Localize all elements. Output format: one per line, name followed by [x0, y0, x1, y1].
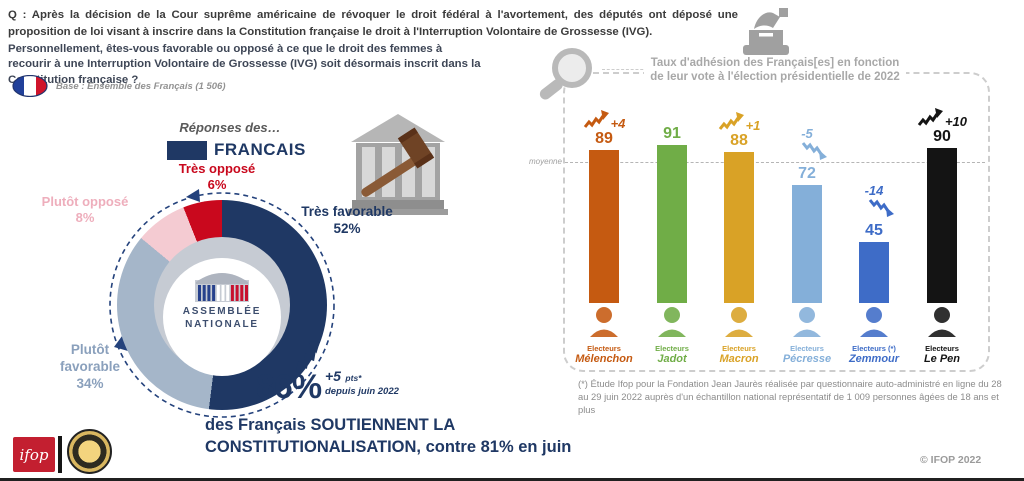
- assemblee-columns-icon: [195, 273, 249, 302]
- legend-group-label: FRANCAIS: [214, 140, 306, 159]
- elector-name: Mélenchon: [575, 353, 633, 365]
- elector-portrait-icon: [860, 307, 888, 337]
- bar: [927, 148, 957, 303]
- donut-dashed-arrow-ring: [109, 189, 335, 418]
- bar-column: +10 90: [900, 107, 984, 303]
- average-label: moyenne: [529, 157, 562, 166]
- elector-name: Jadot: [657, 353, 687, 365]
- bar-trend-annotation: +10: [917, 107, 967, 129]
- magnifier-icon: [539, 48, 592, 100]
- elector-name: Macron: [719, 353, 759, 365]
- bar: [724, 152, 754, 303]
- bar-value-label: 89: [595, 130, 613, 147]
- new-york-badge-logo: [67, 429, 112, 474]
- question-context: Q : Après la décision de la Cour suprême…: [8, 9, 738, 39]
- elector-name: Le Pen: [923, 353, 961, 365]
- trend-up-arrow-icon: [583, 110, 609, 128]
- elector-prefix: Electeurs: [722, 344, 756, 353]
- ballot-box-icon: [743, 8, 789, 55]
- assemblee-nationale-text: ASSEMBLÉE NATIONALE: [182, 306, 262, 330]
- legend-row: FRANCAIS: [167, 140, 306, 160]
- elector-group: Electeurs Jadot: [630, 304, 714, 365]
- bar-trend-annotation: -5: [787, 126, 827, 161]
- dashed-connector: [602, 69, 648, 70]
- bar-column: -5 72: [765, 126, 849, 303]
- elector-prefix: Electeurs: [790, 344, 824, 353]
- bar-column: +1 88: [697, 111, 781, 303]
- bar-value-label: 91: [663, 125, 681, 142]
- legend-swatch: [167, 140, 207, 160]
- elector-portrait-icon: [928, 307, 956, 337]
- elector-group: Electeurs Mélenchon: [562, 304, 646, 365]
- bar-value-label: 72: [798, 165, 816, 182]
- stat-trend-up-arrow-icon: [284, 335, 331, 382]
- ifop-logo: ifop: [13, 437, 55, 472]
- logo-divider: [58, 436, 62, 473]
- segment-label-tres-oppose: Très opposé 6%: [178, 161, 256, 193]
- panel-title-line1: Taux d'adhésion des Français[es] en fonc…: [583, 56, 967, 71]
- legend-intro: Réponses des…: [179, 120, 281, 135]
- segment-label-tres-favorable: Très favorable 52%: [301, 204, 393, 236]
- bar-column: +4 89: [562, 109, 646, 303]
- bottom-border: [0, 478, 1024, 481]
- trend-up-arrow-icon: [718, 112, 744, 130]
- bar: [859, 242, 889, 303]
- copyright: © IFOP 2022: [920, 454, 982, 466]
- elector-portrait-icon: [793, 307, 821, 337]
- footnote: (*) Étude Ifop pour la Fondation Jean Ja…: [578, 378, 1002, 416]
- elector-group: Electeurs Le Pen: [900, 304, 984, 365]
- headline-stat-since: depuis juin 2022: [325, 386, 399, 397]
- bar: [792, 185, 822, 303]
- bar-column: -14 45: [832, 183, 916, 303]
- bar-trend-annotation: +1: [718, 111, 760, 133]
- trend-down-arrow-icon: [801, 142, 827, 160]
- bar-value-label: 88: [730, 132, 748, 149]
- elector-prefix: Electeurs: [925, 344, 959, 353]
- elector-portrait-icon: [725, 307, 753, 337]
- elector-prefix: Electeurs (*): [852, 344, 896, 353]
- elector-portrait-icon: [658, 307, 686, 337]
- elector-group: Electeurs (*) Zemmour: [832, 304, 916, 365]
- elector-prefix: Electeurs: [655, 344, 689, 353]
- courthouse-gavel-icon: [348, 114, 448, 215]
- bar-trend-annotation: +4: [583, 109, 625, 131]
- bar: [657, 145, 687, 303]
- bar-value-label: 90: [933, 128, 951, 145]
- segment-label-plutot-oppose: Plutôt opposé 8%: [41, 194, 129, 226]
- segment-label-plutot-favorable: Plutôt favorable 34%: [59, 342, 121, 391]
- bar: [589, 150, 619, 303]
- average-dashed-line: [565, 162, 985, 163]
- elector-group: Electeurs Pécresse: [765, 304, 849, 365]
- panel-title-line2: de leur vote à l'élection présidentielle…: [583, 70, 967, 85]
- elector-name: Zemmour: [848, 353, 900, 365]
- bar-trend-annotation: -14: [854, 183, 894, 218]
- headline-stat-delta: +5 pts*: [325, 368, 362, 384]
- elector-prefix: Electeurs: [587, 344, 621, 353]
- bar-value-label: 45: [865, 222, 883, 239]
- elector-portrait-icon: [590, 307, 618, 337]
- trend-up-arrow-icon: [917, 108, 943, 126]
- headline-stat-value: 86%: [256, 368, 322, 406]
- elector-group: Electeurs Macron: [697, 304, 781, 365]
- elector-name: Pécresse: [782, 353, 832, 365]
- headline-statement: des Français SOUTIENNENT LA CONSTITUTION…: [205, 416, 572, 456]
- sample-base-note: Base : Ensemble des Français (1 506): [56, 81, 226, 92]
- french-flag-icon: [12, 75, 48, 97]
- bar-column: 91: [630, 124, 714, 303]
- trend-down-arrow-icon: [868, 199, 894, 217]
